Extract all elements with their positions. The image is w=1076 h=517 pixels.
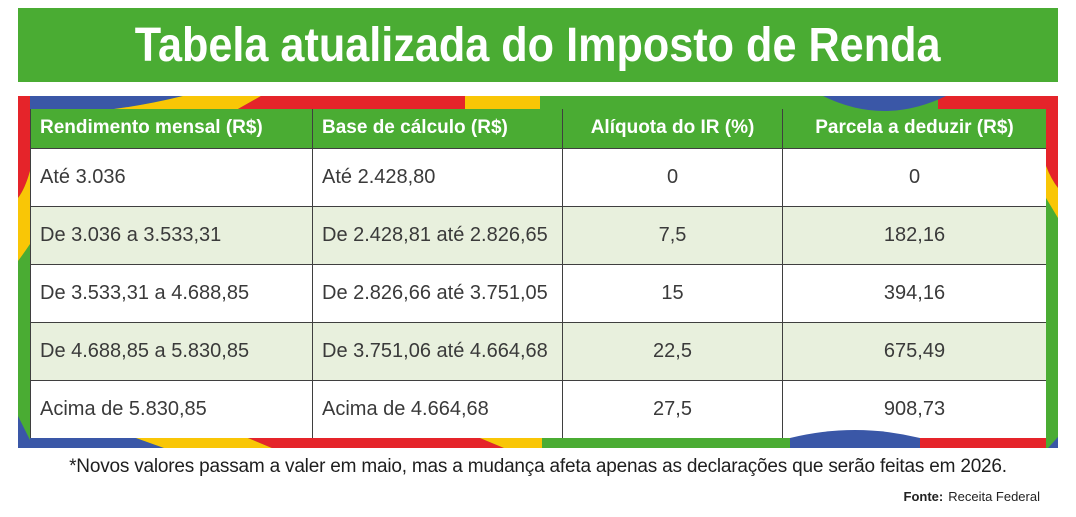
- cell-parcela: 182,16: [782, 205, 1047, 265]
- table-row: De 3.036 a 3.533,31 De 2.428,81 até 2.82…: [30, 205, 1047, 265]
- page-title: Tabela atualizada do Imposto de Renda: [135, 18, 941, 72]
- cell-base-calculo: De 2.428,81 até 2.826,65: [312, 205, 563, 265]
- table-row: Acima de 5.830,85 Acima de 4.664,68 27,5…: [30, 379, 1047, 439]
- cell-rendimento: Até 3.036: [30, 147, 313, 207]
- cell-aliquota: 27,5: [562, 379, 783, 439]
- cell-parcela: 0: [782, 147, 1047, 207]
- cell-base-calculo: Acima de 4.664,68: [312, 379, 563, 439]
- footnote: *Novos valores passam a valer em maio, m…: [69, 456, 1007, 477]
- column-header-rendimento: Rendimento mensal (R$): [30, 109, 313, 149]
- source-label: Fonte:: [903, 489, 944, 504]
- cell-base-calculo: Até 2.428,80: [312, 147, 563, 207]
- cell-rendimento: De 3.533,31 a 4.688,85: [30, 263, 313, 323]
- cell-parcela: 675,49: [782, 321, 1047, 381]
- source-value: Receita Federal: [948, 489, 1040, 504]
- cell-parcela: 394,16: [782, 263, 1047, 323]
- table-row: De 4.688,85 a 5.830,85 De 3.751,06 até 4…: [30, 321, 1047, 381]
- table-header-row: Rendimento mensal (R$) Base de cálculo (…: [30, 109, 1047, 149]
- cell-parcela: 908,73: [782, 379, 1047, 439]
- cell-aliquota: 22,5: [562, 321, 783, 381]
- cell-rendimento: Acima de 5.830,85: [30, 379, 313, 439]
- cell-base-calculo: De 2.826,66 até 3.751,05: [312, 263, 563, 323]
- tax-table: Rendimento mensal (R$) Base de cálculo (…: [30, 109, 1047, 439]
- cell-base-calculo: De 3.751,06 até 4.664,68: [312, 321, 563, 381]
- source-line: Fonte: Receita Federal: [904, 489, 1041, 504]
- cell-rendimento: De 4.688,85 a 5.830,85: [30, 321, 313, 381]
- title-banner: Tabela atualizada do Imposto de Renda: [18, 8, 1058, 82]
- cell-rendimento: De 3.036 a 3.533,31: [30, 205, 313, 265]
- column-header-aliquota: Alíquota do IR (%): [562, 109, 783, 149]
- table-row: Até 3.036 Até 2.428,80 0 0: [30, 147, 1047, 207]
- decorative-frame: Rendimento mensal (R$) Base de cálculo (…: [18, 96, 1058, 448]
- column-header-base-calculo: Base de cálculo (R$): [312, 109, 563, 149]
- column-header-parcela: Parcela a deduzir (R$): [782, 109, 1047, 149]
- cell-aliquota: 7,5: [562, 205, 783, 265]
- cell-aliquota: 0: [562, 147, 783, 207]
- cell-aliquota: 15: [562, 263, 783, 323]
- table-row: De 3.533,31 a 4.688,85 De 2.826,66 até 3…: [30, 263, 1047, 323]
